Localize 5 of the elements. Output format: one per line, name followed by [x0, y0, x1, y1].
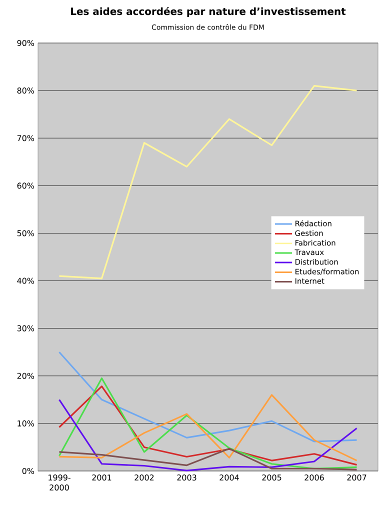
line-series: [58, 394, 358, 462]
line-series: [58, 85, 358, 280]
line-series: [58, 398, 358, 472]
chart-title: Les aides accordées par nature d’investissement: [71, 6, 346, 18]
line-series: [58, 448, 358, 470]
